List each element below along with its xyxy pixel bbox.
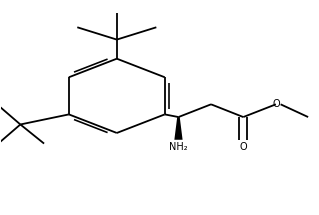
Text: O: O <box>240 142 247 152</box>
Text: O: O <box>272 99 280 109</box>
Polygon shape <box>174 117 182 140</box>
Text: NH₂: NH₂ <box>169 142 188 152</box>
